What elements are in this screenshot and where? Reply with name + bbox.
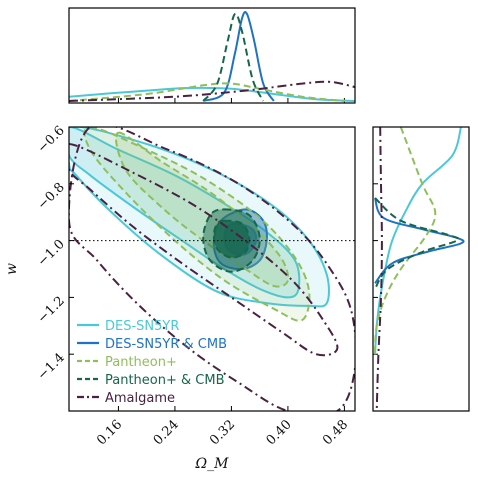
contour-outer-amalgame (69, 127, 355, 411)
top-marginal-panel (68, 7, 356, 104)
legend-label-des-sn5yr-cmb: DES-SN5YR & CMB (105, 337, 227, 352)
right-marginal-curves (374, 127, 465, 411)
legend-label-pantheon: Pantheon+ (105, 355, 177, 370)
legend-label-des-sn5yr: DES-SN5YR (105, 319, 179, 334)
right-marginal-pantheon (374, 127, 437, 355)
y-tick-label: −0.8 (35, 180, 68, 213)
y-axis-label: w (4, 263, 20, 275)
right-marginal-amalgame (375, 127, 383, 411)
x-tick-label: 0.48 (320, 417, 351, 448)
right-marginal-panel (372, 126, 470, 412)
x-tick-label: 0.32 (207, 417, 238, 448)
top-marginal-amalgame (69, 80, 355, 102)
x-tick-label: 0.40 (264, 417, 295, 448)
y-tick-label: −1.2 (35, 294, 68, 327)
right-marginal-frame (372, 126, 470, 412)
top-marginal-curves (69, 11, 355, 102)
top-marginal-pantheon-cmb (202, 12, 265, 102)
legend-label-amalgame: Amalgame (105, 391, 175, 406)
right-marginal-des-sn5yr (374, 127, 462, 355)
y-tick-label: −0.6 (35, 123, 68, 156)
contour-inner-pantheon-cmb (212, 219, 251, 259)
x-tick-label: 0.24 (151, 417, 182, 448)
right-marginal-pantheon-cmb (374, 197, 460, 290)
x-axis-label: Ω_M (195, 456, 230, 472)
legend: DES-SN5YR DES-SN5YR & CMB Pantheon+ Pantheo… (77, 319, 227, 406)
main-panel: 0.16 0.24 0.32 0.40 0.48 −0.6 −0.8 −1.0 −1.2 −1.… (35, 98, 378, 448)
top-marginal-frame (68, 7, 356, 104)
main-contours (69, 127, 355, 411)
top-marginal-des-sn5yr (69, 86, 355, 102)
y-tick-label: −1.0 (35, 237, 68, 270)
x-tick-label: 0.16 (94, 417, 125, 448)
main-panel-frame (68, 126, 356, 412)
y-tick-label: −1.4 (35, 350, 68, 383)
right-marginal-des-sn5yr-cmb (374, 197, 465, 284)
top-marginal-pantheon (69, 82, 345, 102)
contour-inner-amalgame (69, 142, 339, 357)
top-marginal-des-sn5yr-cmb (202, 11, 275, 102)
legend-label-pantheon-cmb: Pantheon+ & CMB (105, 373, 225, 388)
